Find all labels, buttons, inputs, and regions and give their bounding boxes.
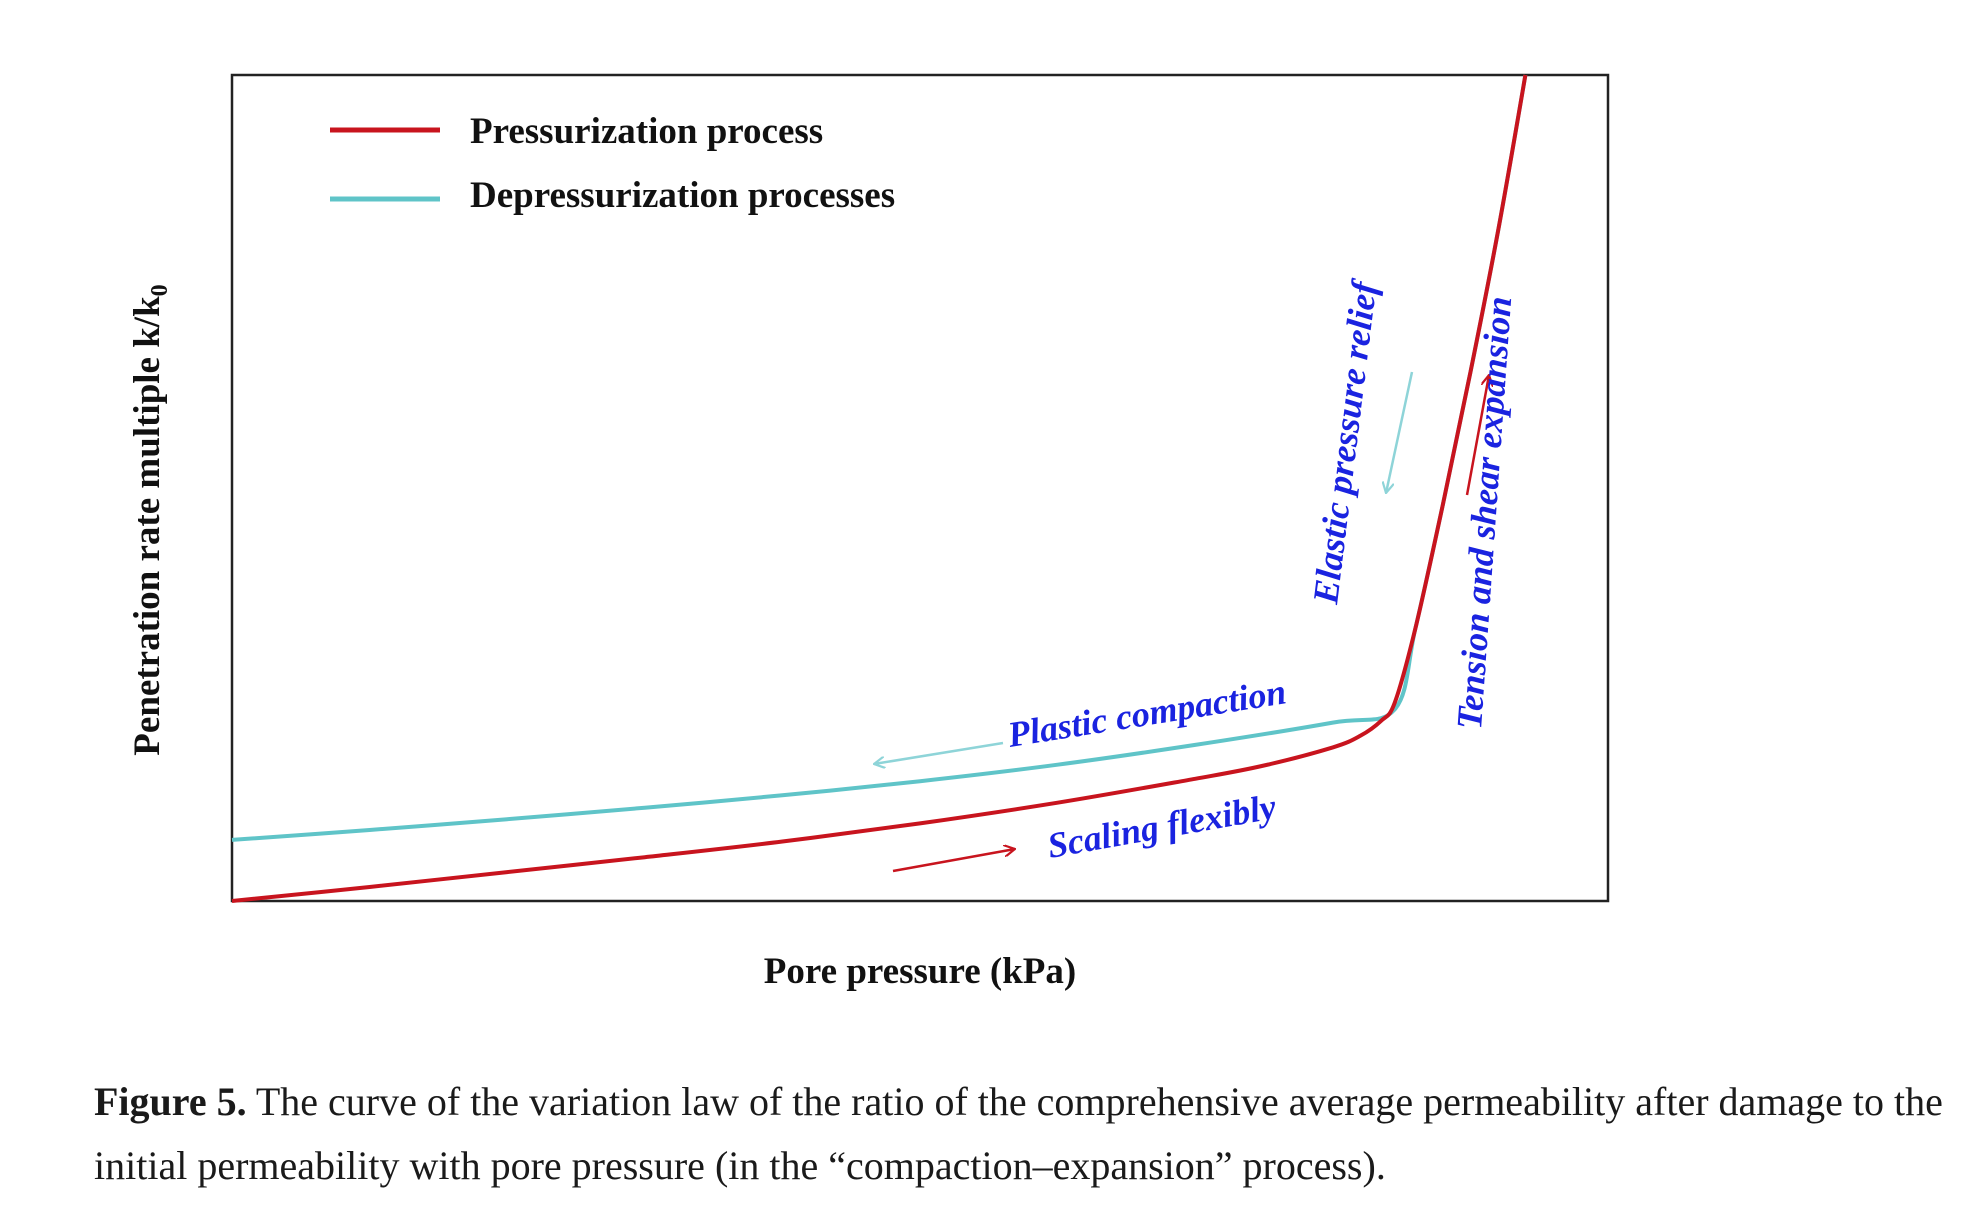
caption-label: Figure 5. <box>94 1079 247 1124</box>
legend-label-pressurization: Pressurization process <box>470 111 823 152</box>
annotation-tension-shear-expansion: Tension and shear expansion <box>1449 295 1519 731</box>
figure-caption: Figure 5. The curve of the variation law… <box>94 1070 1954 1198</box>
legend-label-depressurization: Depressurization processes <box>470 175 895 216</box>
series-line-pressurization <box>231 74 1528 903</box>
annotation-elastic-pressure-relief: Elastic pressure relief <box>1305 277 1385 607</box>
tension-arrow <box>1465 375 1489 496</box>
scaling-arrow <box>892 849 1015 873</box>
annotation-plastic-compaction: Plastic compaction <box>1004 671 1289 755</box>
caption-text: The curve of the variation law of the ra… <box>94 1079 1943 1188</box>
legend: Pressurization process Depressurization … <box>330 111 895 216</box>
y-axis-label: Penetration rate multiple k/k0 <box>126 284 174 756</box>
plot-frame <box>230 73 1610 903</box>
compaction-arrow <box>874 741 1004 764</box>
elastic-relief-arrow <box>1386 371 1414 493</box>
chart: Pressurization process Depressurization … <box>230 73 1610 903</box>
plot-area <box>231 74 1528 903</box>
x-axis-label: Pore pressure (kPa) <box>763 951 1077 992</box>
